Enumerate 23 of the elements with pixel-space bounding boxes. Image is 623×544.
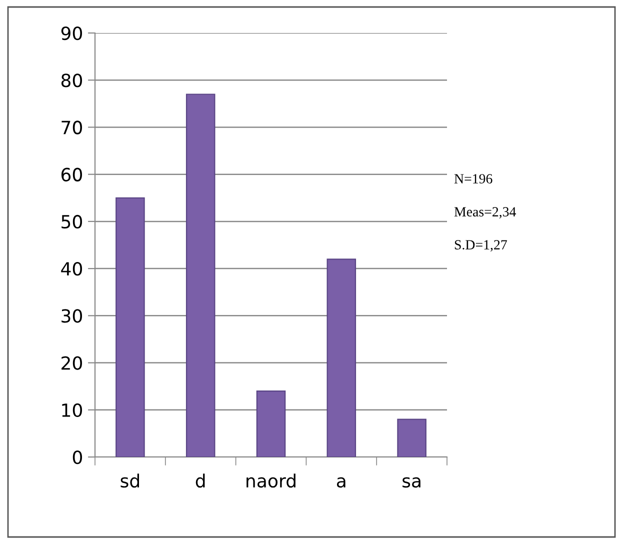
bar	[397, 418, 426, 457]
y-tick-label: 30	[62, 309, 82, 323]
bar	[186, 94, 216, 457]
bar	[326, 258, 356, 457]
y-tick-label: 20	[62, 356, 82, 370]
y-tick-label: 50	[62, 214, 82, 229]
x-tick-label: a	[336, 477, 346, 488]
y-tick-label: 40	[61, 262, 82, 276]
x-tick-label: sa	[402, 477, 420, 488]
x-tick-label: d	[196, 474, 205, 488]
text: S.D=1,27	[454, 240, 507, 252]
y-tick-label: 60	[61, 168, 82, 182]
bar	[116, 197, 145, 457]
y-tick-label: 90	[61, 26, 82, 40]
y-tick-label: 0	[72, 450, 82, 464]
bar	[256, 390, 286, 457]
y-tick-label: 70	[62, 120, 82, 134]
x-tick-label: naord	[246, 474, 296, 488]
y-tick-label: 10	[62, 403, 82, 418]
x-tick-label: sd	[120, 474, 139, 488]
text: Meas=2,34	[454, 207, 516, 218]
y-tick-label: 80	[61, 74, 82, 88]
text: N=196	[454, 174, 492, 184]
